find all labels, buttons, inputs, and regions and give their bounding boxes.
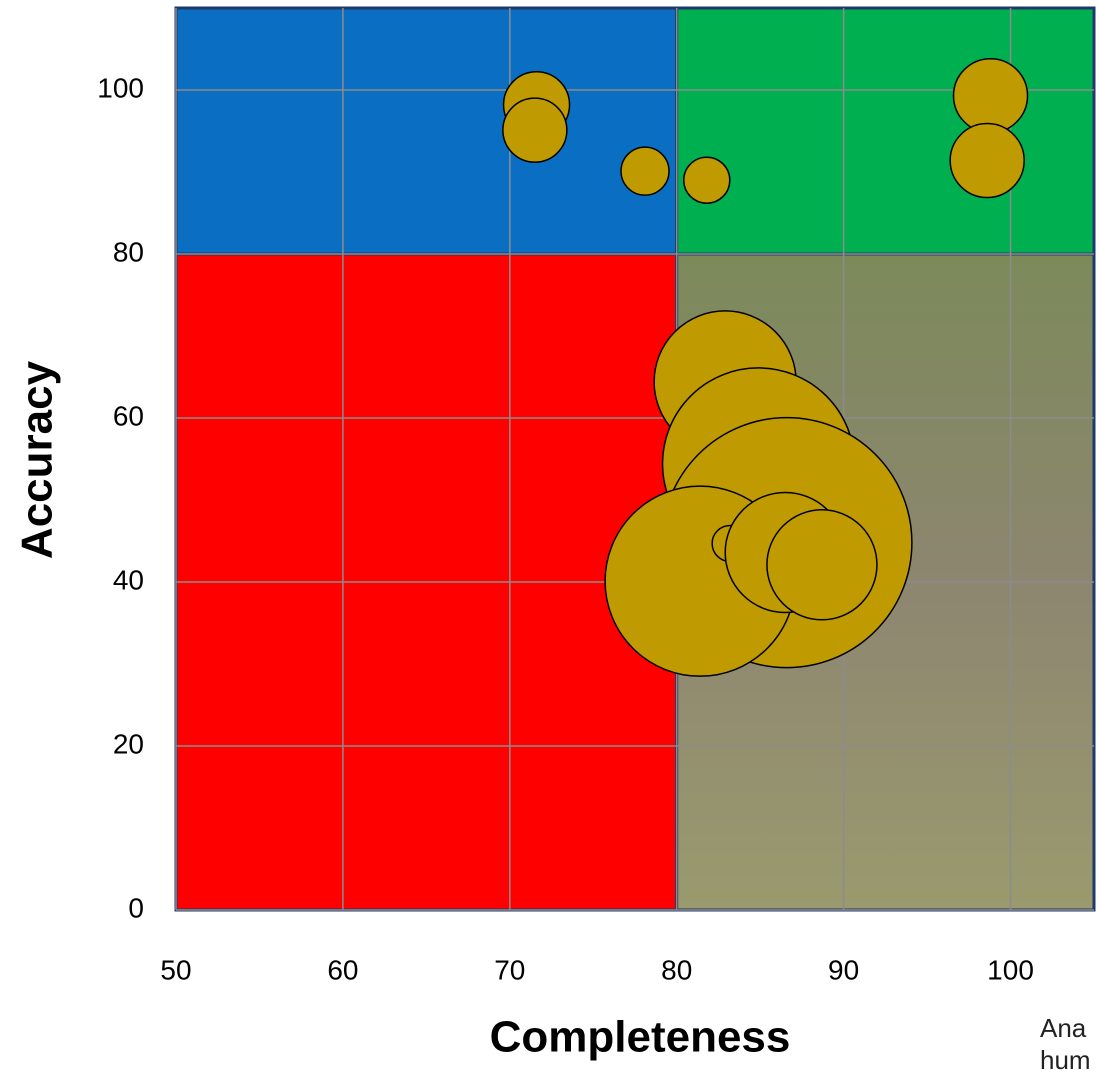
x-tick-label: 70 (494, 954, 525, 985)
y-tick-label: 80 (113, 236, 144, 267)
x-tick-label: 60 (327, 954, 358, 985)
bubble (952, 57, 1029, 134)
x-tick-label: 50 (160, 954, 191, 985)
bubble (949, 122, 1025, 199)
y-axis-title: Accuracy (13, 360, 62, 559)
bubble (766, 509, 878, 621)
x-tick-label: 90 (828, 954, 859, 985)
y-tick-label: 20 (113, 728, 144, 759)
quadrant (675, 6, 1096, 256)
annotation: Ana (1040, 1013, 1087, 1043)
x-tick-label: 100 (987, 954, 1034, 985)
bubble (620, 146, 670, 196)
annotation: hum (1040, 1045, 1091, 1070)
x-tick-label: 80 (661, 954, 692, 985)
y-tick-label: 60 (113, 400, 144, 431)
bubble (502, 97, 568, 163)
x-axis-title: Completeness (490, 1013, 791, 1062)
y-tick-label: 100 (97, 72, 144, 103)
quadrant (174, 6, 679, 256)
y-tick-label: 0 (128, 892, 144, 923)
bubble (683, 156, 731, 204)
y-tick-label: 40 (113, 564, 144, 595)
